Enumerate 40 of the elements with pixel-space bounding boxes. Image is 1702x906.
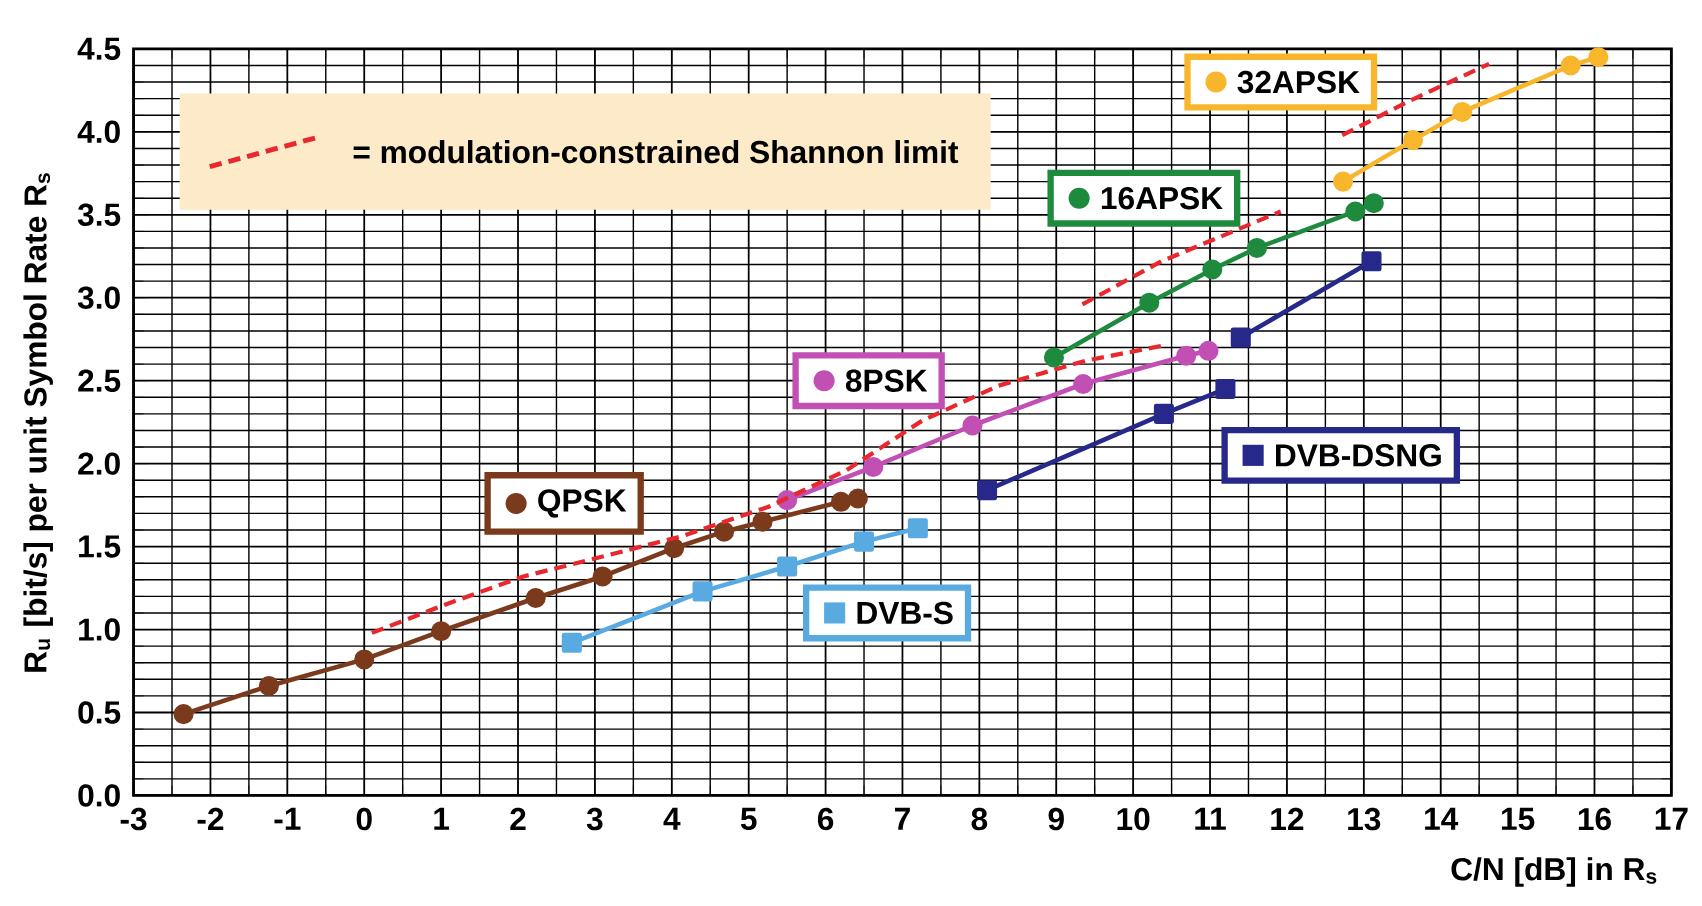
y-tick-label: 0.0 (78, 784, 120, 807)
x-tick-label: 12 (1271, 807, 1304, 830)
legend-label: = modulation-constrained Shannon limit (353, 140, 959, 164)
x-tick-label: 15 (1501, 807, 1535, 830)
y-tick-label: 2.0 (78, 452, 120, 475)
x-tick-label: 14 (1425, 807, 1459, 830)
x-tick-label: 4 (663, 807, 681, 830)
x-tick-label: 6 (817, 807, 834, 831)
x-tick-label: 5 (740, 807, 757, 830)
x-tick-label: 9 (1048, 807, 1064, 831)
y-tick-label: 3.0 (77, 286, 120, 309)
y-tick-label: 1.5 (79, 535, 121, 558)
legend-label: DVB-S (857, 601, 953, 625)
x-tick-label: 1 (434, 807, 450, 830)
x-tick-label: 7 (895, 807, 910, 830)
x-axis-title: C/N [dB] in R$_{s}$ (1451, 857, 1657, 887)
y-tick-label: 4.0 (77, 120, 120, 144)
x-tick-label: 13 (1348, 807, 1381, 831)
x-tick-label: 16 (1578, 807, 1611, 831)
x-tick-label: 2 (510, 807, 526, 830)
x-tick-label: 8 (971, 807, 988, 831)
x-tick-label: -1 (274, 807, 301, 830)
x-tick-label: 11 (1195, 807, 1226, 830)
x-tick-label: 10 (1117, 807, 1150, 831)
y-tick-label: 4.5 (77, 37, 121, 60)
legend-label: QPSK (538, 489, 627, 518)
legend-label: DVB-DSNG (1275, 444, 1441, 467)
x-tick-label: 0 (356, 807, 372, 831)
x-tick-label: -3 (120, 807, 147, 831)
y-tick-label: 2.5 (78, 369, 121, 392)
x-tick-label: -2 (197, 807, 224, 830)
x-tick-label: 17 (1655, 807, 1688, 830)
y-tick-label: 1.0 (79, 618, 120, 641)
y-tick-label: 0.5 (78, 701, 121, 724)
y-tick-label: 3.5 (77, 203, 121, 226)
legend-label: 16APSK (1101, 186, 1223, 210)
x-tick-label: 3 (586, 807, 603, 831)
legend-label: 32APSK (1237, 70, 1360, 94)
y-axis-title: R$_{u}$ [bit/s] per unit Symbol Rate R$_{s}$ (23, 173, 53, 672)
legend-label: 8PSK (845, 369, 928, 392)
